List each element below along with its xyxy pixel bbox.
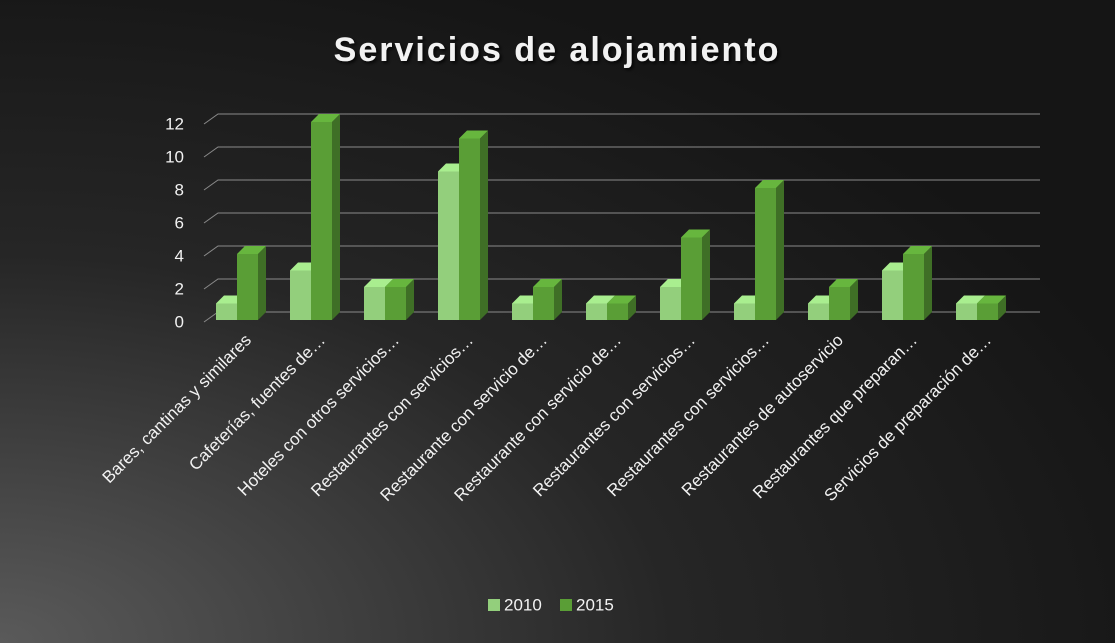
bar-front xyxy=(364,287,385,320)
bar-side xyxy=(258,246,266,320)
bar-side xyxy=(332,114,340,320)
bar-side xyxy=(998,295,1006,320)
bar-front xyxy=(438,171,459,320)
bar xyxy=(533,279,562,320)
bar-front xyxy=(216,303,237,320)
bar-top xyxy=(385,279,414,287)
bar-front xyxy=(977,303,998,320)
bar xyxy=(755,180,784,320)
bar-top xyxy=(607,295,636,304)
bar xyxy=(237,246,266,320)
legend-swatch xyxy=(560,599,572,611)
bar-top xyxy=(903,246,932,254)
y-tick-label: 4 xyxy=(175,246,184,265)
bar-top xyxy=(311,114,340,122)
bar-top xyxy=(681,229,710,238)
bar-front xyxy=(237,254,258,320)
bar-front xyxy=(734,303,755,320)
bar-side xyxy=(406,279,414,320)
bar-side xyxy=(702,229,710,320)
legend-label: 2010 xyxy=(504,595,542,614)
bar-front xyxy=(512,303,533,320)
y-tick-label: 8 xyxy=(175,180,184,199)
bar xyxy=(311,114,340,320)
bar-top xyxy=(755,180,784,188)
legend-label: 2015 xyxy=(576,595,614,614)
bar-top xyxy=(977,295,1006,304)
bar-side xyxy=(776,180,784,320)
bar-front xyxy=(903,254,924,320)
bar-top xyxy=(586,295,615,304)
y-tick-label: 6 xyxy=(175,213,184,232)
bar-top xyxy=(829,279,858,287)
y-tick-label: 12 xyxy=(165,114,184,133)
bar-front xyxy=(290,270,311,320)
y-tick-label: 0 xyxy=(175,312,184,331)
bar xyxy=(607,295,636,320)
bar-front xyxy=(808,303,829,320)
bar xyxy=(681,229,710,320)
bar xyxy=(977,295,1006,320)
legend-swatch xyxy=(488,599,500,611)
bar-side xyxy=(554,279,562,320)
chart-title: Servicios de alojamiento xyxy=(334,31,781,69)
bar-front xyxy=(660,287,681,320)
bar-front xyxy=(607,303,628,320)
bar-side xyxy=(924,246,932,320)
y-tick-label: 10 xyxy=(165,147,184,166)
bar xyxy=(459,130,488,320)
bar-top xyxy=(533,279,562,287)
bar-side xyxy=(850,279,858,320)
bar-top xyxy=(364,279,393,287)
bar xyxy=(903,246,932,320)
bar-front xyxy=(533,287,554,320)
bar-side xyxy=(480,130,488,320)
grid-line xyxy=(203,113,1040,125)
bar-front xyxy=(586,303,607,320)
bar-side xyxy=(628,295,636,320)
bar xyxy=(385,279,414,320)
bar-front xyxy=(829,287,850,320)
grid-line xyxy=(203,146,1040,158)
bar-top xyxy=(237,246,266,254)
bar-front xyxy=(385,287,406,320)
bar-front xyxy=(956,303,977,320)
bar-top xyxy=(956,295,985,304)
bar-front xyxy=(311,122,332,320)
bar-front xyxy=(882,270,903,320)
bar-top xyxy=(459,130,488,139)
bar-front xyxy=(459,138,480,320)
bar xyxy=(829,279,858,320)
bar-front xyxy=(755,188,776,320)
y-tick-label: 2 xyxy=(175,279,184,298)
bar-front xyxy=(681,237,702,320)
